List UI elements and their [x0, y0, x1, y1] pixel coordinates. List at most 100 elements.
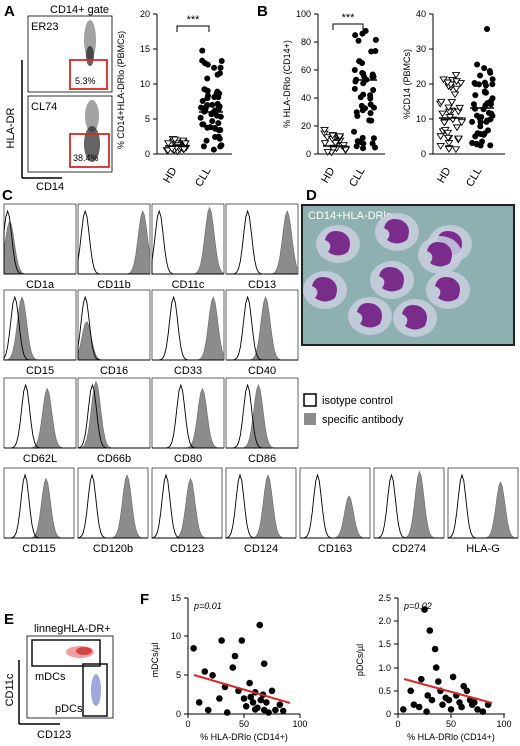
- histogram-frame: [373, 467, 445, 539]
- f-right-regression-line: [403, 678, 493, 704]
- data-point: [443, 79, 452, 87]
- f-left-xlabel: % HLA-DRlo (CD14+): [200, 732, 288, 742]
- pdc-gate-box: [82, 663, 108, 717]
- b-left-ylabel: % HLA-DRlo (CD14+): [282, 40, 292, 128]
- marker-label: CD66b: [97, 453, 131, 465]
- data-point: [357, 94, 364, 101]
- f-left-ytick-5: 5: [176, 670, 181, 680]
- data-point: [181, 140, 190, 148]
- f-right-pvalue: p=0.02: [403, 601, 432, 611]
- b-left-ytick-40: 40: [301, 93, 311, 103]
- isotype-histogram: [226, 295, 298, 361]
- a-scatter-ylabel: % CD14+HLA-DRlo (PBMCs): [116, 31, 126, 149]
- data-point: [474, 130, 481, 137]
- data-point: [452, 78, 461, 86]
- data-point: [489, 95, 496, 102]
- data-point: [482, 82, 489, 89]
- data-point: [218, 58, 225, 65]
- data-point: [352, 32, 359, 39]
- data-point: [474, 112, 481, 119]
- data-point: [436, 133, 445, 141]
- f-left-ytick-0: 0: [176, 709, 181, 719]
- sample-label-er23: ER23: [31, 21, 59, 33]
- isotype-histogram: [77, 473, 148, 539]
- cell-nucleus: [402, 305, 427, 330]
- data-point: [426, 627, 434, 634]
- data-point: [407, 687, 415, 695]
- data-point: [360, 145, 367, 152]
- cell-nucleus: [435, 277, 460, 302]
- data-point: [367, 92, 374, 99]
- data-point: [370, 73, 377, 80]
- marker-label: CD16: [100, 365, 128, 377]
- a-ytick-0: 0: [145, 149, 150, 159]
- data-point: [450, 91, 460, 99]
- data-point: [320, 126, 329, 134]
- f-right-xtick-100: 100: [496, 719, 511, 729]
- a-ytick-5: 5: [145, 114, 150, 124]
- cell-nucleus: [384, 219, 409, 244]
- b-left-ytick-20: 20: [301, 121, 311, 131]
- data-point: [451, 72, 461, 79]
- data-point: [484, 26, 490, 32]
- b-left-scatter-dots: [320, 27, 379, 157]
- data-point: [209, 110, 216, 117]
- data-point: [435, 678, 442, 685]
- data-point: [204, 75, 211, 82]
- isotype-histogram: [152, 295, 224, 361]
- a-group-hd: HD: [161, 165, 179, 185]
- data-point: [199, 47, 206, 54]
- f-right-xtick-50: 50: [446, 719, 456, 729]
- data-point: [455, 104, 465, 112]
- pdc-gate-label: pDCs: [55, 703, 83, 715]
- data-point: [229, 664, 237, 671]
- data-point: [477, 72, 484, 79]
- isotype-histogram: [77, 209, 150, 275]
- data-point: [423, 708, 430, 715]
- data-point: [481, 65, 488, 72]
- data-point: [212, 125, 219, 132]
- isotype-histogram: [3, 209, 76, 275]
- data-point: [351, 128, 358, 135]
- data-point: [195, 699, 203, 706]
- data-point: [209, 672, 216, 679]
- data-point: [480, 131, 487, 138]
- e-x-axis-label: CD123: [37, 729, 71, 741]
- data-point: [487, 69, 494, 76]
- isotype-histogram: [447, 473, 518, 539]
- panel-label-a: A: [4, 3, 15, 20]
- data-point: [452, 85, 461, 93]
- f-left-ylabel: mDCs/µl: [150, 643, 160, 678]
- histogram-frame: [151, 377, 225, 449]
- data-point: [451, 146, 461, 154]
- data-point: [474, 706, 481, 713]
- data-point: [400, 706, 407, 713]
- data-point: [447, 99, 457, 106]
- data-point: [471, 699, 478, 706]
- isotype-histogram: [4, 383, 76, 449]
- e-gate-title: linnegHLA-DR+: [34, 623, 111, 635]
- legend-isotype-label: isotype control: [322, 395, 393, 407]
- b-left-yticks: 0 20 40 60 80 100: [296, 9, 318, 159]
- data-point: [246, 679, 253, 687]
- data-point: [469, 140, 476, 147]
- a-significance-stars: ***: [187, 14, 201, 26]
- legend-specific-swatch: [304, 413, 316, 425]
- data-point: [473, 141, 480, 148]
- data-point: [428, 696, 436, 704]
- e-y-axis-label: CD11c: [4, 673, 16, 706]
- data-point: [199, 57, 206, 64]
- data-point: [487, 142, 494, 149]
- data-point: [216, 135, 223, 142]
- legend-isotype-swatch: [303, 393, 317, 407]
- isotype-histogram: [151, 209, 224, 275]
- isotype-histogram: [374, 473, 444, 539]
- data-point: [214, 71, 221, 78]
- b-right-yticks: 0 10 20 30 40: [416, 9, 433, 159]
- data-point: [211, 64, 218, 71]
- b-right-group-hd: HD: [435, 165, 453, 185]
- data-point: [372, 144, 379, 151]
- marker-label: HLA-G: [466, 543, 500, 555]
- data-point: [489, 81, 496, 88]
- b-right-ytick-40: 40: [416, 9, 426, 19]
